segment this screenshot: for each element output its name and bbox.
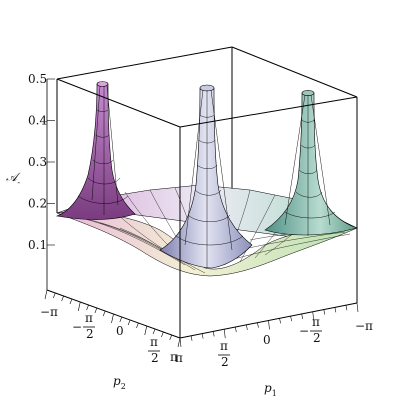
p2-tick-label-denominator: 2	[151, 351, 159, 365]
z-tick-label: 0.4	[28, 114, 47, 128]
p2-tick-mark	[86, 304, 89, 311]
p2-tick-mark	[94, 307, 98, 314]
p1-tick-mark	[246, 324, 248, 330]
surface	[55, 81, 358, 277]
peak-middle	[159, 84, 253, 269]
p1-tick-mark	[312, 311, 315, 321]
p1-tick-label: π2	[218, 339, 230, 369]
p2-tick-mark	[152, 328, 156, 335]
p1-tick-label-denominator: 2	[221, 355, 229, 369]
p2-tick-mark	[44, 289, 48, 300]
p2-tick-mark	[111, 313, 114, 324]
p1-tick-mark	[223, 329, 226, 339]
p2-tick-label: π	[170, 350, 178, 364]
box-back-edges	[56, 46, 358, 213]
p2-tick-mark	[144, 325, 148, 336]
p1-tick-label: −π	[355, 319, 373, 333]
p1-tick-label-numerator: π	[312, 315, 320, 329]
p2-tick-mark	[136, 322, 139, 329]
p1-tick-label-numerator: π	[220, 339, 228, 353]
p2-tick-mark	[177, 337, 181, 348]
z-axis-label: 𝒜-	[6, 170, 21, 187]
p2-tick-mark	[169, 334, 172, 341]
p2-tick-label: 0	[116, 324, 124, 338]
p1-tick-label: π	[175, 351, 183, 365]
z-tick-label: 0.2	[28, 197, 47, 211]
p2-axis-ticks: −π−π2 0π2 π	[40, 305, 178, 365]
p2-tick-mark	[119, 316, 123, 323]
p2-tick-mark	[127, 319, 131, 326]
z-tick-label: 0.3	[28, 155, 47, 169]
p2-tick-label-numerator: π	[150, 335, 158, 349]
p1-tick-mark	[190, 335, 193, 341]
p2-tick-label: −π	[40, 305, 58, 319]
p1-axis-label: p1	[264, 381, 277, 398]
p2-tick-label-denominator: 2	[86, 327, 94, 341]
p1-tick-mark	[323, 309, 326, 315]
z-tick-label: 0.1	[28, 238, 47, 252]
p1-tick-label: −π 2	[299, 315, 322, 345]
p1-tick-mark	[301, 313, 303, 319]
peak-left	[55, 81, 136, 220]
p1-tick-mark	[257, 322, 259, 328]
p1-tick-mark	[235, 327, 237, 333]
peak-right	[264, 90, 358, 236]
p2-tick-mark	[77, 301, 81, 312]
p1-tick-mark	[345, 305, 348, 311]
p1-tick-label: 0	[263, 333, 271, 347]
p2-tick-mark	[161, 331, 164, 338]
z-axis-ticks: 0.5 0.4 0.3 0.2 0.1	[28, 72, 47, 252]
p1-tick-label-sign: −	[299, 324, 309, 338]
p2-axis-label: p2	[113, 374, 126, 391]
p1-tick-mark	[201, 333, 204, 339]
p2-tick-label-sign: −	[72, 320, 82, 334]
p1-tick-mark	[212, 331, 215, 337]
p2-tick-label: π2	[148, 335, 160, 365]
p2-tick-mark	[53, 292, 56, 299]
p1-tick-label-denominator: 2	[313, 331, 321, 345]
minor-ticks	[44, 78, 359, 348]
p2-tick-label-numerator: π	[85, 311, 93, 325]
p1-tick-mark	[356, 302, 359, 313]
p1-tick-mark	[290, 316, 292, 322]
p2-tick-label: −π 2	[72, 311, 95, 341]
p1-tick-mark	[268, 320, 270, 330]
z-tick-label: 0.5	[28, 72, 47, 86]
p2-tick-mark	[69, 298, 73, 305]
p2-tick-mark	[61, 295, 64, 302]
p1-tick-mark	[334, 307, 337, 313]
p1-tick-mark	[279, 318, 281, 324]
p1-tick-mark	[179, 337, 182, 348]
p2-tick-mark	[102, 310, 106, 317]
